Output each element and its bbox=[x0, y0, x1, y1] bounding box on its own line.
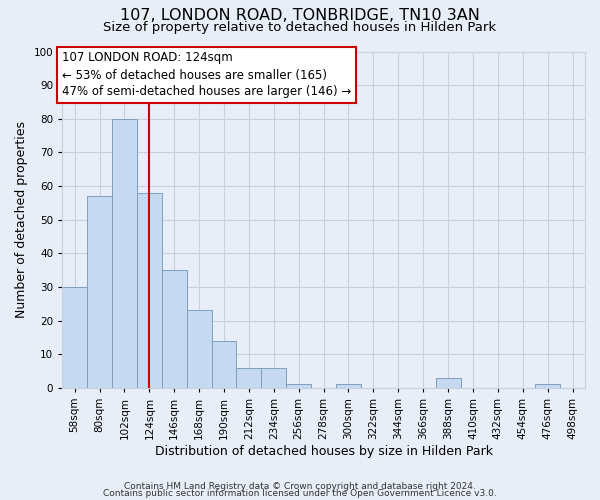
Bar bbox=[112, 119, 137, 388]
Bar bbox=[187, 310, 212, 388]
Bar bbox=[436, 378, 461, 388]
Text: 107 LONDON ROAD: 124sqm
← 53% of detached houses are smaller (165)
47% of semi-d: 107 LONDON ROAD: 124sqm ← 53% of detache… bbox=[62, 52, 352, 98]
Bar bbox=[262, 368, 286, 388]
Bar bbox=[137, 192, 162, 388]
Text: 107, LONDON ROAD, TONBRIDGE, TN10 3AN: 107, LONDON ROAD, TONBRIDGE, TN10 3AN bbox=[120, 8, 480, 22]
Text: Contains HM Land Registry data © Crown copyright and database right 2024.: Contains HM Land Registry data © Crown c… bbox=[124, 482, 476, 491]
Bar bbox=[236, 368, 262, 388]
Text: Size of property relative to detached houses in Hilden Park: Size of property relative to detached ho… bbox=[103, 21, 497, 34]
Bar bbox=[336, 384, 361, 388]
Bar bbox=[162, 270, 187, 388]
Bar bbox=[62, 287, 87, 388]
Bar bbox=[535, 384, 560, 388]
Y-axis label: Number of detached properties: Number of detached properties bbox=[15, 121, 28, 318]
Bar bbox=[212, 340, 236, 388]
Text: Contains public sector information licensed under the Open Government Licence v3: Contains public sector information licen… bbox=[103, 490, 497, 498]
Bar bbox=[87, 196, 112, 388]
X-axis label: Distribution of detached houses by size in Hilden Park: Distribution of detached houses by size … bbox=[155, 444, 493, 458]
Bar bbox=[286, 384, 311, 388]
